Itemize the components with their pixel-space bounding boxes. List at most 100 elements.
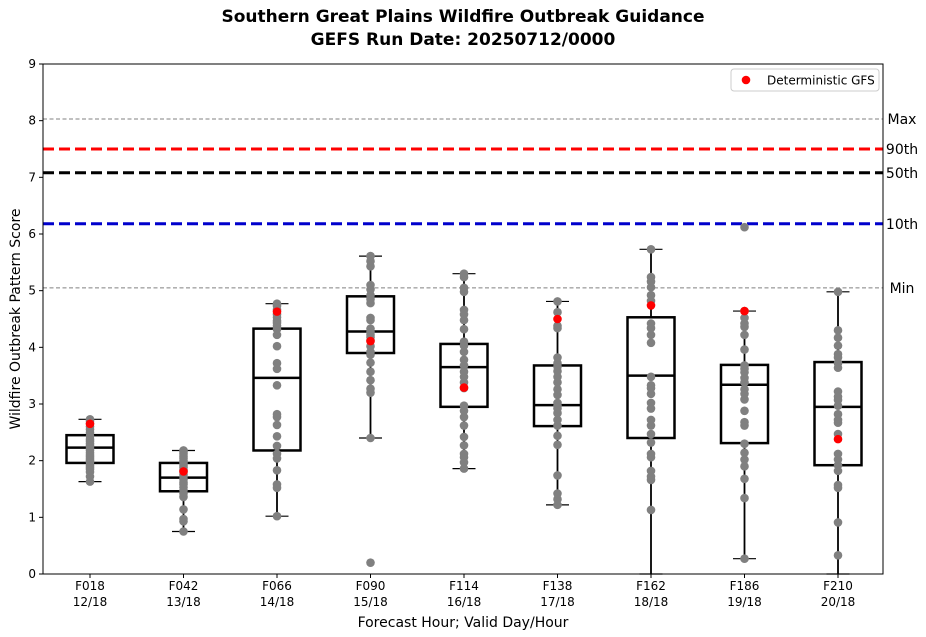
x-tick-label-valid: 18/18 <box>634 595 669 609</box>
x-tick-label-hour: F210 <box>823 579 853 593</box>
reference-label-max: Max <box>888 112 917 128</box>
deterministic-gfs-point <box>179 467 188 476</box>
ensemble-member-point <box>366 251 375 261</box>
ensemble-member-point <box>272 449 282 459</box>
ensemble-member-point <box>740 417 749 427</box>
ensemble-member-point <box>366 375 375 385</box>
ensemble-member-point <box>646 466 656 476</box>
ensemble-member-point <box>272 358 282 368</box>
ensemble-member-point <box>272 420 282 430</box>
ensemble-member-point <box>459 412 469 422</box>
y-tick-label: 2 <box>28 454 36 468</box>
ensemble-member-point <box>646 398 656 408</box>
x-tick-label-hour: F114 <box>449 579 479 593</box>
ensemble-member-point <box>179 446 188 455</box>
ensemble-member-point <box>553 415 562 425</box>
reference-label-50th: 50th <box>886 166 918 182</box>
x-tick-label-hour: F042 <box>169 579 199 593</box>
deterministic-gfs-point <box>833 434 843 444</box>
deterministic-gfs-point <box>553 314 562 324</box>
ensemble-member-point <box>553 431 562 441</box>
ensemble-member-point <box>646 415 656 425</box>
ensemble-member-point <box>646 449 656 459</box>
legend-marker-deterministic <box>741 75 751 85</box>
x-tick-label-hour: F186 <box>730 579 760 593</box>
ensemble-member-point <box>646 290 656 300</box>
reference-label-min: Min <box>890 281 915 297</box>
ensemble-member-point <box>553 307 562 317</box>
x-tick-label-hour: F162 <box>636 579 666 593</box>
ensemble-member-point <box>740 439 749 448</box>
ensemble-member-point <box>459 283 469 293</box>
ensemble-member-point <box>740 330 749 340</box>
ensemble-member-point <box>833 387 843 396</box>
ensemble-member-point <box>459 421 469 430</box>
ensemble-member-point <box>459 441 469 450</box>
ensemble-member-point <box>833 349 843 359</box>
ensemble-member-point <box>366 433 375 443</box>
ensemble-member-point <box>366 367 375 377</box>
ensemble-member-point <box>833 449 843 459</box>
ensemble-member-point <box>740 384 749 394</box>
ensemble-member-point <box>646 381 656 390</box>
ensemble-member-point <box>646 330 656 340</box>
ensemble-member-point <box>833 341 843 350</box>
ensemble-member-point <box>272 441 282 451</box>
ensemble-member-point <box>553 440 562 450</box>
y-tick-label: 7 <box>28 170 36 184</box>
ensemble-member-point <box>740 313 749 323</box>
y-tick-label: 5 <box>28 284 36 298</box>
plot-area: Max 90th 50th 10th Min 0 1 2 3 4 5 6 7 8 9 F018 12/18 F04… <box>28 57 918 609</box>
deterministic-gfs-point <box>272 307 282 316</box>
ensemble-member-point <box>833 551 843 560</box>
y-tick-label: 0 <box>28 567 36 581</box>
y-tick-label: 9 <box>28 57 36 71</box>
ensemble-member-point <box>833 287 843 297</box>
ensemble-member-point <box>646 319 656 328</box>
x-tick-label-hour: F018 <box>75 579 105 593</box>
x-tick-label-valid: 15/18 <box>353 595 388 609</box>
ensemble-member-point <box>740 406 749 416</box>
x-tick-label-hour: F090 <box>356 579 386 593</box>
ensemble-member-point <box>833 518 843 527</box>
ensemble-member-point <box>179 514 188 524</box>
y-tick-label: 3 <box>28 397 36 411</box>
ensemble-member-point <box>833 333 843 343</box>
ensemble-member-point <box>646 372 656 382</box>
legend-label-deterministic: Deterministic GFS <box>767 74 875 88</box>
x-tick-label-valid: 19/18 <box>727 595 762 609</box>
ensemble-member-point <box>646 438 656 447</box>
x-tick-label-valid: 13/18 <box>166 595 201 609</box>
x-tick-label-valid: 16/18 <box>447 595 482 609</box>
ensemble-member-point <box>366 358 375 367</box>
ensemble-member-point <box>740 474 749 484</box>
deterministic-gfs-point <box>85 419 95 429</box>
ensemble-member-point <box>740 462 749 471</box>
ensemble-member-point <box>553 321 562 331</box>
ensemble-member-point <box>833 480 843 490</box>
deterministic-gfs-point <box>740 306 749 316</box>
ensemble-member-point <box>553 297 562 306</box>
y-tick-label: 1 <box>28 510 36 524</box>
x-tick-label-valid: 14/18 <box>260 595 295 609</box>
ensemble-member-point <box>646 429 656 439</box>
chart-subtitle: GEFS Run Date: 20250712/0000 <box>311 30 616 50</box>
ensemble-member-point <box>179 527 188 536</box>
ensemble-member-point <box>740 493 749 503</box>
ensemble-member-point <box>366 313 375 323</box>
ensemble-member-point <box>272 466 282 475</box>
ensemble-member-point <box>459 464 469 473</box>
ensemble-member-point <box>740 361 749 370</box>
y-tick-label: 8 <box>28 114 36 128</box>
ensemble-member-point <box>272 299 282 309</box>
x-tick-label-valid: 12/18 <box>73 595 108 609</box>
plot-frame <box>42 63 884 575</box>
ensemble-member-point <box>740 554 749 563</box>
ensemble-member-point <box>459 355 469 365</box>
ensemble-member-point <box>459 449 469 459</box>
ensemble-member-point <box>272 480 282 489</box>
deterministic-gfs-point <box>646 301 656 310</box>
x-tick-label-hour: F138 <box>543 579 573 593</box>
deterministic-gfs-point <box>459 383 469 392</box>
